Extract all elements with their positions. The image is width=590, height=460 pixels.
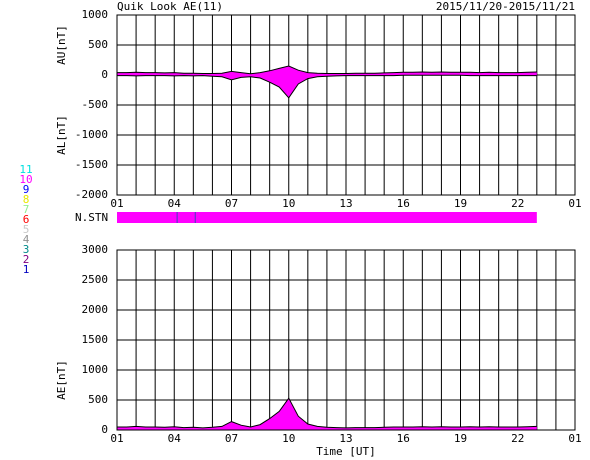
y-tick-label: -1000 (75, 128, 108, 141)
y-tick-label: 1000 (82, 8, 109, 21)
x-tick-label: 22 (511, 197, 524, 210)
y-tick-label: 3000 (82, 243, 109, 256)
legend-entry: 4 (23, 233, 30, 246)
x-tick-label: 13 (339, 197, 352, 210)
x-tick-label: 01 (110, 432, 123, 445)
x-tick-label: 19 (454, 432, 467, 445)
x-axis-label: Time [UT] (316, 445, 376, 458)
strip-label: N.STN (75, 211, 108, 224)
legend-entry: 3 (23, 243, 30, 256)
legend-entry: 10 (19, 173, 32, 186)
x-tick-label: 13 (339, 432, 352, 445)
legend-entry: 5 (23, 223, 30, 236)
legend-entry: 6 (23, 213, 30, 226)
x-tick-label: 01 (110, 197, 123, 210)
y-tick-label: 500 (88, 38, 108, 51)
y-tick-label: 1500 (82, 333, 109, 346)
y-tick-label: -2000 (75, 188, 108, 201)
plot-frame (116, 249, 576, 431)
legend-entry: 7 (23, 203, 30, 216)
legend-entry: 8 (23, 193, 30, 206)
legend-entry: 1 (23, 263, 30, 276)
area-line (117, 74, 537, 99)
x-tick-label: 10 (282, 432, 295, 445)
x-tick-label: 16 (397, 197, 410, 210)
y-tick-label: 0 (101, 423, 108, 436)
x-tick-label: 01 (568, 432, 581, 445)
area-line (117, 397, 537, 429)
y-tick-label: 1000 (82, 363, 109, 376)
x-tick-label: 22 (511, 432, 524, 445)
y-tick-label: 2500 (82, 273, 109, 286)
y-tick-label: 2000 (82, 303, 109, 316)
legend-entry: 11 (19, 163, 32, 176)
x-tick-label: 01 (568, 197, 581, 210)
x-tick-label: 07 (225, 197, 238, 210)
x-tick-label: 16 (397, 432, 410, 445)
y-tick-label: -500 (82, 98, 109, 111)
x-tick-label: 07 (225, 432, 238, 445)
x-tick-label: 19 (454, 197, 467, 210)
y-tick-label: 0 (101, 68, 108, 81)
y-tick-label: -1500 (75, 158, 108, 171)
y-tick-label: 500 (88, 393, 108, 406)
y-axis-label: AU[nT] (55, 25, 68, 65)
legend-entry: 2 (23, 253, 30, 266)
area-line (117, 65, 537, 75)
y-axis-label: AE[nT] (55, 360, 68, 400)
y-axis-label: AL[nT] (55, 115, 68, 155)
chart-title: Quik Look AE(11) (117, 0, 223, 13)
x-tick-label: 10 (282, 197, 295, 210)
legend-entry: 9 (23, 183, 30, 196)
plot-frame (116, 14, 576, 196)
x-tick-label: 04 (168, 432, 182, 445)
x-tick-label: 04 (168, 197, 182, 210)
strip-bar (117, 212, 537, 223)
date-range: 2015/11/20-2015/11/21 (436, 0, 575, 13)
